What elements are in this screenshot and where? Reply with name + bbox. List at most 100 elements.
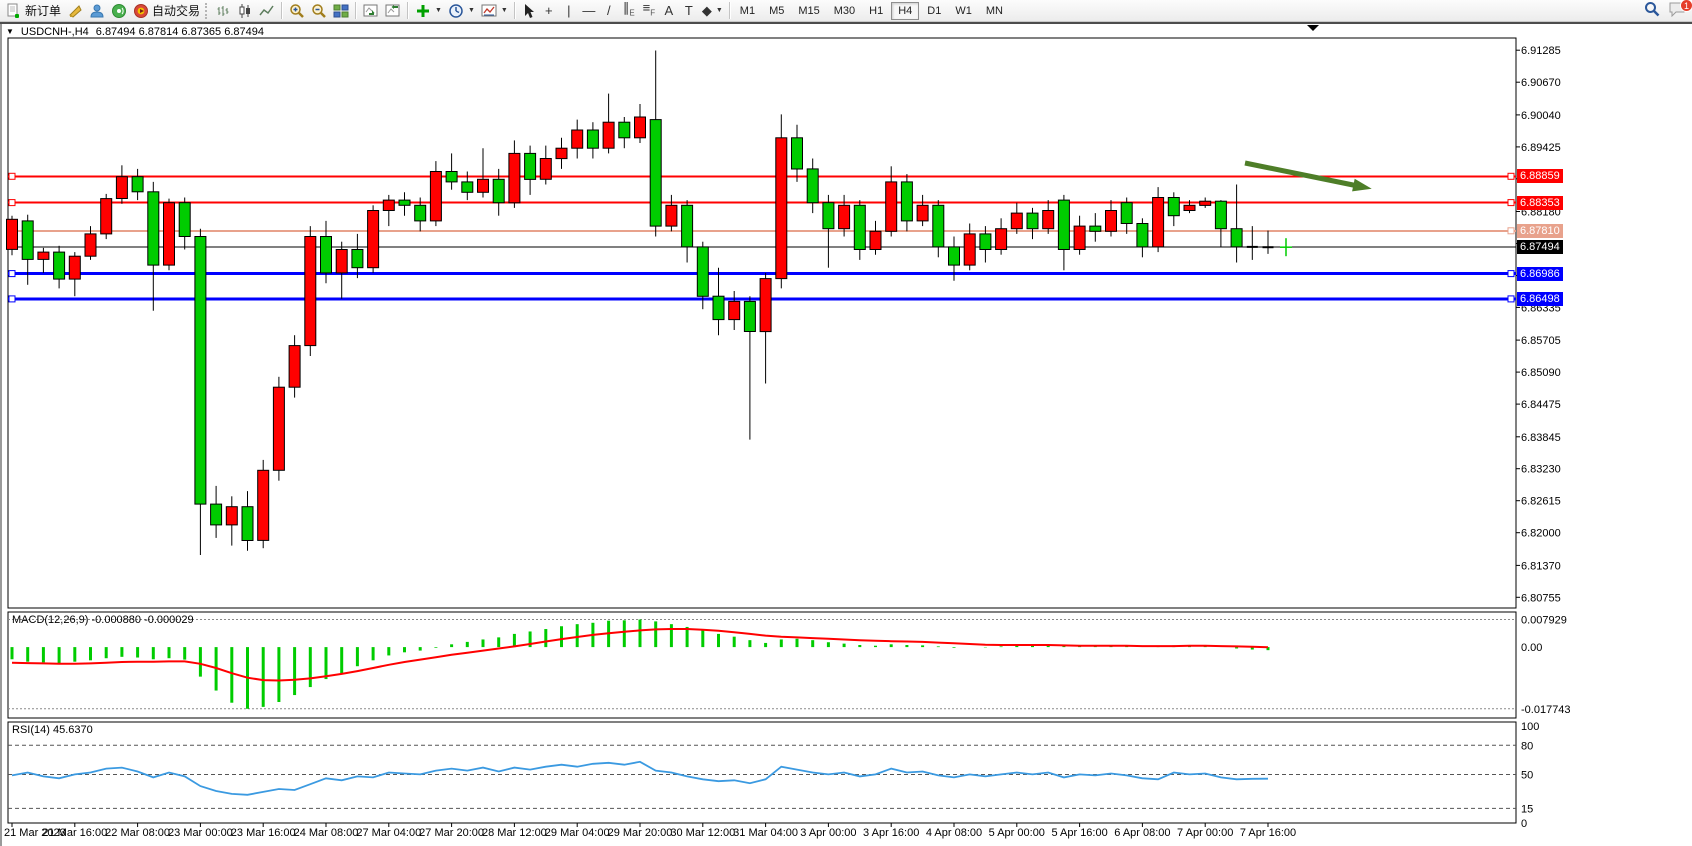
auto-trading-button[interactable]: 自动交易 <box>130 1 203 21</box>
candle-body <box>304 236 317 347</box>
time-axis-label: 23 Mar 00:00 <box>168 827 233 839</box>
candle-body <box>131 176 144 193</box>
vertical-line-button[interactable]: | <box>559 1 579 21</box>
candle-body <box>320 236 332 274</box>
candle-body <box>225 506 238 526</box>
candle-body <box>477 178 489 193</box>
label-tool-button[interactable]: T <box>679 1 699 21</box>
hline-handle[interactable] <box>1507 199 1515 207</box>
line-chart-mode-button[interactable] <box>256 1 278 21</box>
auto-scroll-button[interactable] <box>360 1 382 21</box>
time-axis-label: 21 Mar 2023 <box>4 827 66 839</box>
notification-badge: 1 <box>1679 0 1692 12</box>
hline-handle[interactable] <box>8 295 16 303</box>
time-axis-label: 5 Apr 00:00 <box>989 827 1045 839</box>
new-order-label: 新订单 <box>25 4 62 18</box>
chart-shift-button[interactable] <box>382 1 404 21</box>
crosshair-button[interactable]: + <box>539 1 559 21</box>
news-icon <box>111 3 127 19</box>
timeframe-button-h4[interactable]: H4 <box>891 1 920 20</box>
arrow-objects-button[interactable]: ◆ ▼ <box>699 1 726 21</box>
candle-body <box>712 295 725 321</box>
timeframe-button-m30[interactable]: M30 <box>833 4 856 17</box>
hline-handle[interactable] <box>8 270 16 278</box>
main-toolbar: 新订单 自动交易 <box>0 0 1692 22</box>
candle-body <box>1026 212 1039 230</box>
fibonacci-button[interactable]: ≡F <box>639 0 659 21</box>
toolbar-separator <box>728 2 730 19</box>
candle-body <box>1136 223 1149 248</box>
candle-body <box>524 152 537 180</box>
candlestick-icon <box>237 3 253 19</box>
time-axis-label: 29 Mar 20:00 <box>608 827 673 839</box>
hline-handle[interactable] <box>1507 295 1515 303</box>
equidistant-channel-button[interactable]: ∥E <box>619 0 639 21</box>
timeframe-button-m15[interactable]: M15 <box>798 4 820 17</box>
trendline-button[interactable]: / <box>599 1 619 21</box>
time-axis-label: 22 Mar 08:00 <box>105 827 170 839</box>
time-axis-label: 28 Mar 12:00 <box>482 827 547 839</box>
horizontal-line-button[interactable]: — <box>579 1 599 21</box>
bar-chart-mode-button[interactable] <box>212 1 234 21</box>
shift-marker-icon[interactable] <box>1307 25 1319 31</box>
candle-body <box>1214 200 1227 230</box>
timeframe-button-mn[interactable]: MN <box>985 4 1003 17</box>
news-button[interactable] <box>108 1 130 21</box>
candle-body <box>178 202 191 237</box>
chevron-down-icon: ▼ <box>435 7 442 14</box>
panel-border <box>7 721 1517 824</box>
indicators-button[interactable]: ▼ <box>412 1 445 21</box>
search-icon[interactable] <box>1644 1 1660 22</box>
text-tool-icon: A <box>664 2 674 18</box>
time-axis-label: 4 Apr 08:00 <box>926 827 982 839</box>
candle-body <box>210 503 223 526</box>
candle-body <box>351 249 364 269</box>
candle-body <box>649 119 662 227</box>
candle-body <box>257 469 270 541</box>
hline-handle[interactable] <box>8 172 16 180</box>
line-chart-icon <box>259 3 275 19</box>
candle-body <box>163 202 175 266</box>
zoom-in-icon <box>289 3 305 19</box>
timeframe-button-m5[interactable]: M5 <box>769 4 785 17</box>
bar-chart-icon <box>215 3 231 19</box>
hline-handle[interactable] <box>1507 270 1515 278</box>
new-order-button[interactable]: 新订单 <box>3 1 64 21</box>
zoom-out-button[interactable] <box>308 1 330 21</box>
text-tool-button[interactable]: A <box>659 1 679 21</box>
styles-button[interactable] <box>64 1 86 21</box>
chevron-down-icon: ▼ <box>467 7 475 14</box>
timeframe-button-d1[interactable]: D1 <box>927 4 942 17</box>
cursor-button[interactable] <box>519 1 539 21</box>
time-axis-label: 24 Mar 08:00 <box>294 827 359 839</box>
price-tick-label: 6.88180 <box>1521 207 1561 219</box>
tile-windows-button[interactable] <box>330 1 352 21</box>
hline-handle[interactable] <box>1507 227 1515 235</box>
candle-body <box>53 251 66 280</box>
candle-body <box>586 129 599 149</box>
candle-body <box>398 199 411 206</box>
candle-body <box>1152 197 1165 248</box>
horizontal-line-icon: — <box>582 2 596 18</box>
macd-signal-line <box>11 628 1269 682</box>
zoom-in-button[interactable] <box>286 1 308 21</box>
timeframe-button-h1[interactable]: H1 <box>869 4 884 17</box>
hline-handle[interactable] <box>1507 172 1515 180</box>
signals-button[interactable] <box>86 1 108 21</box>
hline-handle[interactable] <box>8 199 16 207</box>
candle-body <box>84 233 97 257</box>
candlestick-mode-button[interactable] <box>234 1 256 21</box>
periods-icon <box>448 3 464 19</box>
periods-button[interactable]: ▼ <box>445 1 478 21</box>
notifications-button[interactable]: 1 <box>1668 0 1692 22</box>
chart-menu-icon[interactable]: ▼ <box>6 27 14 36</box>
candle-body <box>382 199 395 212</box>
templates-button[interactable]: ▼ <box>478 1 511 21</box>
trend-arrow[interactable] <box>1244 160 1359 189</box>
timeframe-button-w1[interactable]: W1 <box>955 4 972 17</box>
timeframe-button-m1[interactable]: M1 <box>739 4 756 17</box>
rsi-tick-label: 80 <box>1521 740 1533 752</box>
macd-tick-label: 0.00 <box>1521 642 1542 654</box>
candle-body <box>995 228 1008 250</box>
